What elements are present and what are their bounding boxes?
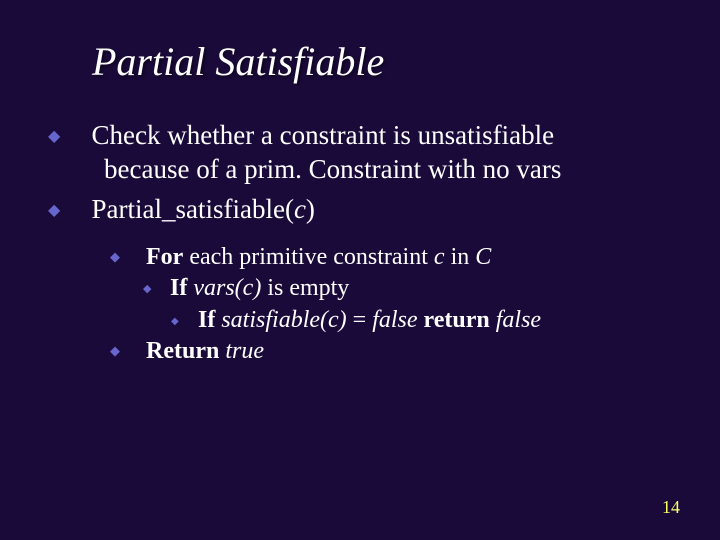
sub3-eq: = xyxy=(347,307,373,333)
sub-bullets: For each primitive constraint c in C If … xyxy=(78,232,660,367)
bullet-1: Check whether a constraint is unsatisfia… xyxy=(78,119,660,187)
sub2-t2: is empty xyxy=(261,275,349,301)
bullet-2-arg: c xyxy=(294,194,306,224)
sub4-return: Return xyxy=(146,338,219,364)
bullet-2: Partial_satisfiable(c) xyxy=(78,193,660,227)
bullet-2-suffix: ) xyxy=(306,194,315,224)
bullet-1-text-line1: Check whether a constraint is unsatisfia… xyxy=(92,120,555,150)
page-number: 14 xyxy=(662,497,680,518)
sub2-vars: vars(c) xyxy=(193,275,261,301)
bullet-2-prefix: Partial_satisfiable( xyxy=(92,194,294,224)
sub2-if: If xyxy=(170,275,187,301)
sub3-sat: satisfiable(c) xyxy=(221,307,346,333)
sub1-t1: each primitive constraint xyxy=(183,244,434,270)
slide-title: Partial Satisfiable xyxy=(0,0,720,85)
sub-bullet-3: If satisfiable(c) = false return false xyxy=(184,305,660,336)
sub1-t2: in xyxy=(445,244,476,270)
slide-content: Check whether a constraint is unsatisfia… xyxy=(0,85,720,367)
sub-bullet-4: Return true xyxy=(134,336,660,367)
sub1-for: For xyxy=(146,244,183,270)
sub4-true: true xyxy=(225,338,264,364)
sub3-return: return xyxy=(424,307,490,333)
sub3-false2: false xyxy=(496,307,541,333)
sub-bullet-2: If vars(c) is empty xyxy=(156,273,660,304)
bullet-1-text-line2: because of a prim. Constraint with no va… xyxy=(104,154,561,184)
sub1-C: C xyxy=(475,244,491,270)
sub3-false1: false xyxy=(372,307,417,333)
sub1-c: c xyxy=(434,244,445,270)
sub-bullet-1: For each primitive constraint c in C xyxy=(134,242,660,273)
sub3-if: If xyxy=(198,307,215,333)
